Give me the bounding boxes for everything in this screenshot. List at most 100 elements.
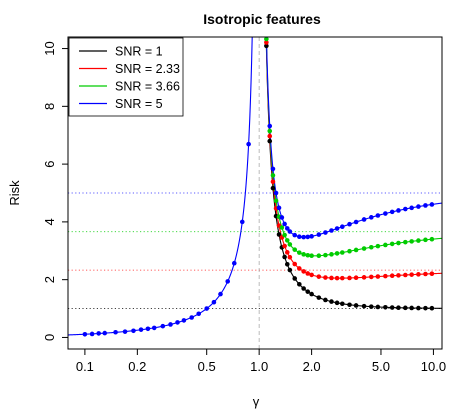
data-point <box>305 271 311 276</box>
plot-border <box>67 36 443 350</box>
data-point <box>383 242 388 248</box>
data-point <box>273 198 279 204</box>
data-point <box>189 315 194 320</box>
data-point <box>113 329 118 335</box>
data-point <box>403 206 408 212</box>
risk-curve <box>265 37 442 257</box>
data-point <box>297 250 302 255</box>
data-point <box>297 266 302 271</box>
data-point <box>409 205 414 211</box>
data-point <box>383 304 388 310</box>
x-tick-label: 0.1 <box>76 359 94 374</box>
risk-curve <box>265 37 442 279</box>
data-point <box>301 286 306 291</box>
data-point <box>282 243 287 249</box>
data-point <box>368 274 374 280</box>
data-point <box>279 225 285 230</box>
data-point <box>267 128 273 134</box>
data-point <box>375 304 381 310</box>
data-point <box>264 37 269 42</box>
x-tick-label: 1.0 <box>250 359 268 374</box>
data-point <box>423 271 428 277</box>
data-point <box>423 203 428 208</box>
data-point <box>403 305 408 311</box>
legend-label: SNR = 3.66 <box>115 80 180 94</box>
y-tick-label: 0 <box>42 334 57 341</box>
data-point <box>138 327 144 332</box>
data-point <box>429 236 435 242</box>
plot-clip-group <box>68 37 442 349</box>
data-point <box>416 272 421 277</box>
data-point <box>323 252 328 258</box>
data-point <box>389 209 395 215</box>
data-point <box>270 179 276 185</box>
data-point <box>383 273 388 279</box>
plot-area: 0.1 0.2 0.5 1.0 2.0 5.0 10.0 0 2 4 6 8 10 SNR = 1 SNR … <box>42 36 446 374</box>
data-point <box>409 272 414 277</box>
data-point <box>316 232 322 237</box>
data-point <box>301 252 306 257</box>
data-point <box>279 215 285 220</box>
data-point <box>82 331 88 337</box>
data-point <box>239 219 245 225</box>
data-point <box>383 211 388 216</box>
data-point <box>131 328 136 334</box>
data-point <box>196 311 202 317</box>
data-point <box>264 43 269 49</box>
data-point <box>151 325 157 331</box>
y-tick-label: 2 <box>42 276 57 283</box>
data-point <box>309 234 314 239</box>
data-point <box>368 215 374 220</box>
data-point <box>160 323 166 329</box>
data-point <box>89 331 95 337</box>
data-point <box>396 208 401 213</box>
data-point <box>225 279 231 284</box>
data-point <box>284 261 290 267</box>
data-point <box>329 275 334 281</box>
data-point <box>334 275 340 281</box>
data-point <box>368 304 374 309</box>
data-point <box>305 252 311 258</box>
data-point <box>334 226 340 231</box>
data-point <box>334 300 340 306</box>
chart-title: Isotropic features <box>203 11 321 27</box>
data-point <box>287 242 293 247</box>
y-tick-label: 8 <box>42 103 57 110</box>
data-point <box>353 247 359 253</box>
legend-label: SNR = 1 <box>115 45 163 59</box>
data-point <box>340 224 345 230</box>
data-point <box>309 291 314 297</box>
data-point <box>301 269 306 274</box>
data-point <box>329 299 334 304</box>
data-point <box>423 237 428 243</box>
data-point <box>403 272 408 278</box>
data-point <box>389 241 395 247</box>
data-point <box>284 250 290 255</box>
data-point <box>375 243 381 249</box>
data-point <box>340 301 345 307</box>
y-tick-label: 6 <box>42 160 57 167</box>
y-tick-label: 4 <box>42 218 57 225</box>
data-point <box>361 275 367 280</box>
data-point <box>361 303 367 309</box>
legend-label: SNR = 5 <box>115 97 163 111</box>
data-point <box>282 221 287 227</box>
data-point <box>340 275 345 281</box>
data-point <box>270 185 276 191</box>
data-point <box>145 326 151 332</box>
data-point <box>267 133 273 139</box>
data-point <box>297 234 302 239</box>
x-tick-label: 0.5 <box>198 359 216 374</box>
data-point <box>375 274 381 279</box>
data-point <box>353 219 359 225</box>
data-point <box>389 305 395 310</box>
data-point <box>267 123 273 129</box>
data-point <box>316 253 322 258</box>
x-tick-label: 5.0 <box>372 359 390 374</box>
data-point <box>287 254 293 260</box>
y-tick-label: 10 <box>42 41 57 55</box>
data-point <box>396 240 401 246</box>
data-point <box>168 322 173 327</box>
x-axis-label: γ <box>253 394 260 409</box>
data-point <box>297 281 302 287</box>
